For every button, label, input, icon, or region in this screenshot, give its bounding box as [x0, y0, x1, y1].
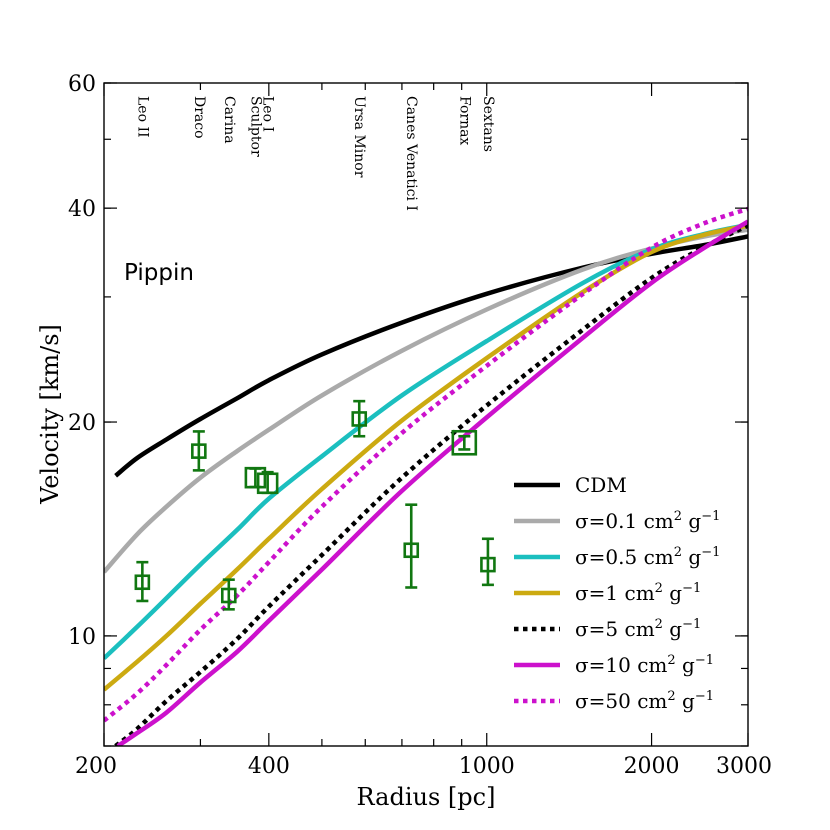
- data-point: [351, 411, 368, 427]
- galaxy-label: Draco: [191, 96, 207, 139]
- data-point: [451, 429, 478, 456]
- data-point: [134, 574, 151, 591]
- x-tick-label: 2000: [624, 754, 680, 779]
- plot-frame: [103, 82, 749, 747]
- legend: CDM σ=0.1 cm2 g−1 σ=0.5 cm2 g−1 σ=1 cm2 g−1…: [514, 473, 720, 713]
- galaxy-label: Sculptor: [247, 96, 263, 157]
- curves-layer: [104, 206, 748, 746]
- data-points-layer: [134, 399, 496, 611]
- x-tick-label: 400: [248, 754, 290, 779]
- legend-label: σ=0.5 cm2 g−1: [575, 545, 720, 569]
- galaxy-label: Canes Venatici I: [403, 96, 419, 211]
- legend-label: σ=0.1 cm2 g−1: [575, 509, 720, 533]
- galaxy-label: Carina: [221, 96, 237, 144]
- series-line: [104, 222, 748, 660]
- data-point: [256, 472, 279, 495]
- legend-label: CDM: [575, 473, 627, 497]
- legend-label: σ=50 cm2 g−1: [575, 689, 714, 713]
- galaxy-label: Leo II: [134, 96, 150, 138]
- data-point: [220, 587, 237, 604]
- legend-label: σ=10 cm2 g−1: [575, 653, 714, 677]
- data-point: [191, 443, 207, 459]
- annotation-pippin: Pippin: [124, 260, 194, 286]
- legend-label: σ=1 cm2 g−1: [575, 581, 701, 605]
- series-line: [114, 223, 748, 746]
- series-line: [114, 234, 748, 478]
- y-tick-label: 60: [68, 72, 96, 97]
- series-line: [104, 223, 748, 692]
- x-tick-label: 200: [75, 754, 117, 779]
- series-line: [116, 219, 748, 746]
- data-point: [244, 466, 267, 489]
- x-tick-label: 1000: [459, 754, 515, 779]
- y-tick-label: 10: [68, 625, 96, 650]
- x-axis-title: Radius [pc]: [357, 783, 496, 811]
- data-point: [480, 556, 496, 573]
- galaxy-label: Leo I: [260, 96, 276, 132]
- ticks-layer: 200 400 1000 2000 3000 10 20 40 60: [68, 72, 772, 779]
- data-point: [403, 542, 420, 559]
- galaxy-label: Fornax: [456, 96, 472, 145]
- y-tick-label: 40: [68, 197, 96, 222]
- series-line: [104, 206, 748, 723]
- galaxy-label: Sextans: [480, 96, 496, 152]
- y-axis-title: Velocity [km/s]: [36, 324, 64, 505]
- y-tick-label: 20: [68, 411, 96, 436]
- galaxy-label: Ursa Minor: [351, 96, 367, 178]
- legend-label: σ=5 cm2 g−1: [575, 617, 701, 641]
- x-tick-label: 3000: [716, 754, 772, 779]
